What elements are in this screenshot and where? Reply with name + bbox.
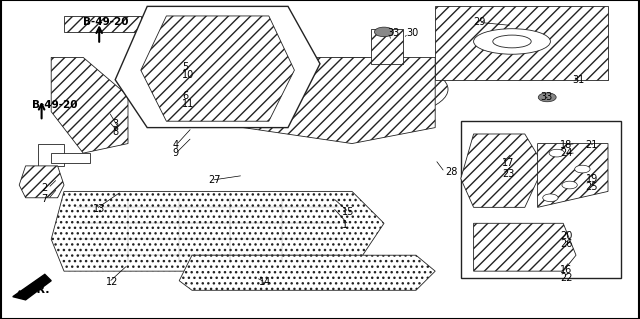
Polygon shape xyxy=(13,274,51,300)
Circle shape xyxy=(543,194,558,202)
Ellipse shape xyxy=(474,29,550,54)
Text: B-49-20: B-49-20 xyxy=(83,17,129,27)
Text: 13: 13 xyxy=(93,204,105,214)
Text: 25: 25 xyxy=(586,182,598,192)
Text: 2: 2 xyxy=(42,183,48,193)
Text: 3: 3 xyxy=(112,119,118,130)
Text: 30: 30 xyxy=(406,28,419,39)
Text: 1: 1 xyxy=(342,220,349,230)
Polygon shape xyxy=(19,166,64,198)
Polygon shape xyxy=(461,134,544,207)
Text: 33: 33 xyxy=(541,92,553,102)
Circle shape xyxy=(538,93,556,102)
Text: 26: 26 xyxy=(560,239,572,249)
Polygon shape xyxy=(179,255,435,290)
Polygon shape xyxy=(38,144,64,166)
Text: 33: 33 xyxy=(387,28,399,39)
Circle shape xyxy=(549,149,564,157)
Text: 12: 12 xyxy=(106,277,118,287)
Text: 18: 18 xyxy=(560,140,572,150)
Text: 15: 15 xyxy=(342,207,355,217)
Text: 19: 19 xyxy=(586,174,598,184)
Text: 16: 16 xyxy=(560,264,572,275)
Text: 21: 21 xyxy=(586,140,598,150)
Ellipse shape xyxy=(493,35,531,48)
Text: 6: 6 xyxy=(182,91,189,101)
Text: 14: 14 xyxy=(259,277,271,287)
Polygon shape xyxy=(371,29,403,64)
Text: 22: 22 xyxy=(560,272,573,283)
Polygon shape xyxy=(243,57,435,144)
Text: FR.: FR. xyxy=(29,285,49,295)
Text: 24: 24 xyxy=(560,148,572,158)
Text: 8: 8 xyxy=(112,127,118,137)
Polygon shape xyxy=(51,153,90,163)
Text: 20: 20 xyxy=(560,231,572,241)
Polygon shape xyxy=(64,16,141,32)
Text: 4: 4 xyxy=(173,140,179,150)
Text: 17: 17 xyxy=(502,158,515,168)
Polygon shape xyxy=(51,191,384,271)
Text: 10: 10 xyxy=(182,70,195,80)
Text: 28: 28 xyxy=(445,167,457,177)
Ellipse shape xyxy=(256,57,448,121)
Text: 29: 29 xyxy=(474,17,486,27)
Circle shape xyxy=(575,165,590,173)
Text: 27: 27 xyxy=(208,175,221,185)
Polygon shape xyxy=(461,121,621,278)
Polygon shape xyxy=(141,16,294,121)
Text: 23: 23 xyxy=(502,169,515,179)
Text: 31: 31 xyxy=(573,75,585,85)
Text: B-49-20: B-49-20 xyxy=(32,100,77,110)
Circle shape xyxy=(374,27,394,37)
Polygon shape xyxy=(474,223,576,271)
Text: 7: 7 xyxy=(42,194,48,204)
Polygon shape xyxy=(538,144,608,207)
Text: 11: 11 xyxy=(182,99,195,109)
Text: 9: 9 xyxy=(173,148,179,158)
Circle shape xyxy=(562,181,577,189)
Text: 5: 5 xyxy=(182,62,189,72)
Polygon shape xyxy=(435,6,608,80)
Polygon shape xyxy=(115,6,320,128)
Polygon shape xyxy=(51,57,128,153)
